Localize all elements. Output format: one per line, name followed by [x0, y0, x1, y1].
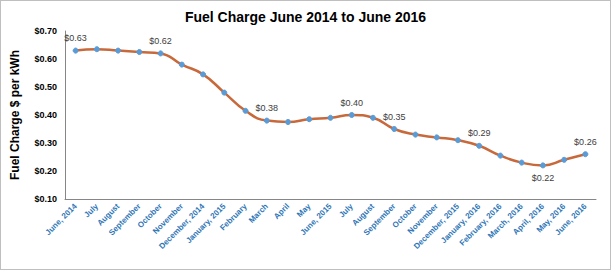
svg-text:June, 2015: June, 2015	[298, 201, 334, 237]
svg-text:$0.70: $0.70	[34, 26, 57, 36]
svg-text:June, 2016: June, 2016	[553, 201, 589, 237]
svg-text:September: September	[362, 202, 398, 238]
svg-text:October: October	[390, 201, 419, 230]
svg-text:December, 2015: December, 2015	[412, 201, 462, 251]
svg-text:$0.30: $0.30	[34, 138, 57, 148]
svg-text:September: September	[107, 202, 143, 238]
svg-text:December, 2014: December, 2014	[157, 201, 207, 251]
svg-text:$0.40: $0.40	[340, 98, 363, 108]
svg-text:March, 2016: March, 2016	[486, 201, 525, 241]
svg-text:January, 2016: January, 2016	[439, 201, 483, 246]
svg-text:$0.60: $0.60	[34, 54, 57, 64]
svg-text:$0.10: $0.10	[34, 194, 57, 204]
svg-text:$0.22: $0.22	[532, 173, 555, 183]
svg-text:October: October	[135, 201, 164, 230]
svg-text:January, 2015: January, 2015	[184, 201, 228, 246]
svg-text:April: April	[272, 202, 291, 221]
svg-text:$0.35: $0.35	[383, 112, 406, 122]
svg-text:July: July	[337, 201, 355, 219]
svg-text:November: November	[151, 201, 185, 236]
svg-text:July: July	[82, 201, 100, 219]
svg-text:June, 2014: June, 2014	[44, 201, 80, 237]
svg-text:February, 2016: February, 2016	[457, 201, 504, 248]
svg-text:$0.62: $0.62	[149, 36, 172, 46]
svg-text:August: August	[95, 201, 122, 228]
svg-text:March: March	[247, 202, 270, 225]
svg-text:$0.40: $0.40	[34, 110, 57, 120]
svg-text:April, 2016: April, 2016	[511, 201, 547, 237]
svg-text:$0.20: $0.20	[34, 166, 57, 176]
svg-text:Fuel Charge June 2014 to June: Fuel Charge June 2014 to June 2016	[185, 9, 426, 25]
svg-text:$0.50: $0.50	[34, 82, 57, 92]
svg-text:$0.26: $0.26	[574, 137, 597, 147]
svg-text:February: February	[218, 201, 249, 232]
svg-text:$0.38: $0.38	[256, 103, 279, 113]
svg-text:$0.29: $0.29	[468, 128, 491, 138]
svg-text:August: August	[350, 201, 377, 228]
svg-text:Fuel Charge $ per kWh: Fuel Charge $ per kWh	[8, 50, 22, 180]
svg-text:November: November	[405, 201, 440, 236]
svg-text:May: May	[295, 201, 313, 219]
svg-text:May, 2016: May, 2016	[534, 201, 568, 235]
svg-text:$0.63: $0.63	[64, 33, 87, 43]
